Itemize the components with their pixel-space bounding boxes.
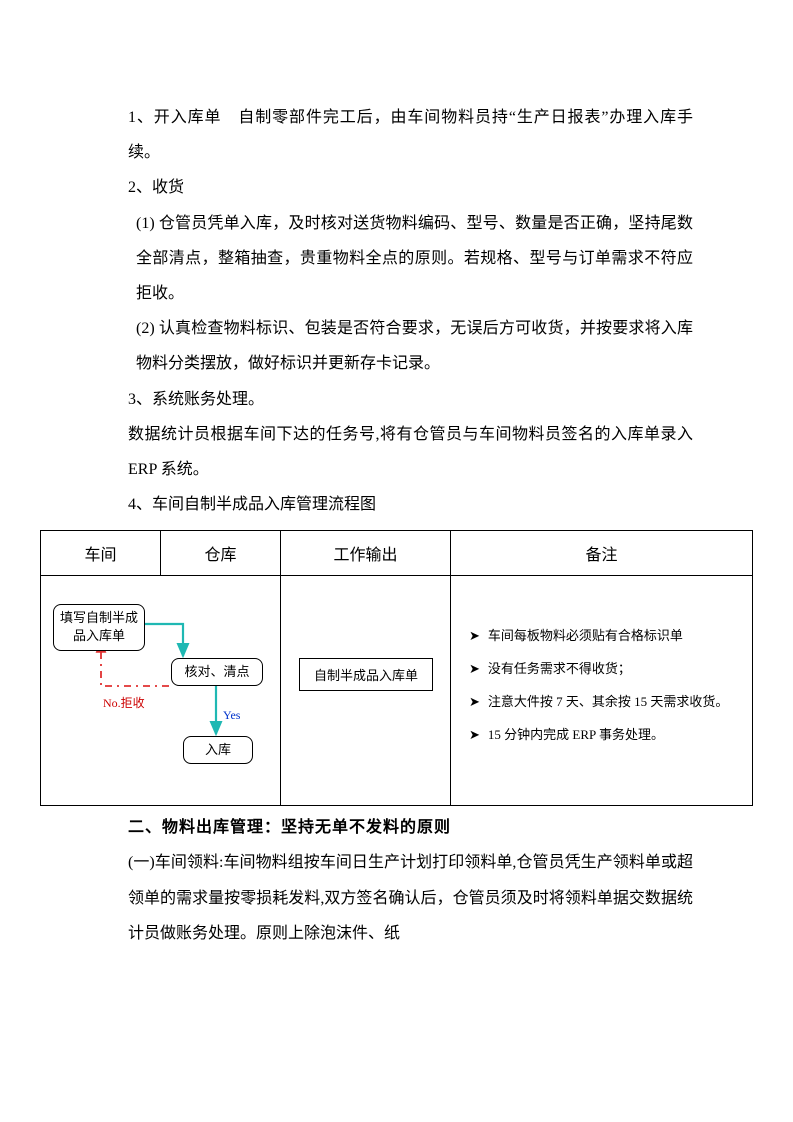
no-label: No.拒收 (103, 694, 145, 711)
note-text-2: 没有任务需求不得收货； (488, 659, 631, 680)
section-2-title: 二、物料出库管理：坚持无单不发料的原则 (128, 810, 693, 845)
note-item-2: ➤ 没有任务需求不得收货； (469, 659, 740, 680)
note-text-3: 注意大件按 7 天、其余按 15 天需求收货。 (488, 692, 729, 713)
note-item-3: ➤ 注意大件按 7 天、其余按 15 天需求收货。 (469, 692, 740, 713)
table-header-workshop: 车间 (41, 531, 161, 576)
note-item-1: ➤ 车间每板物料必须贴有合格标识单 (469, 626, 740, 647)
bullet-arrow-icon: ➤ (469, 725, 480, 746)
flow-box-fill-form: 填写自制半成品入库单 (53, 604, 145, 650)
output-box-label: 自制半成品入库单 (314, 665, 418, 684)
table-header-notes: 备注 (451, 531, 753, 576)
flow-box-fill-form-label: 填写自制半成品入库单 (60, 609, 138, 645)
bullet-arrow-icon: ➤ (469, 659, 480, 680)
paragraph-4: 4、车间自制半成品入库管理流程图 (128, 487, 693, 522)
paragraph-2-1: (1) 仓管员凭单入库，及时核对送货物料编码、型号、数量是否正确，坚持尾数全部清… (128, 206, 693, 312)
paragraph-2-2: (2) 认真检查物料标识、包装是否符合要求，无误后方可收货，并按要求将入库物料分… (128, 311, 693, 381)
output-box: 自制半成品入库单 (299, 658, 433, 691)
yes-label: Yes (223, 708, 240, 723)
bullet-arrow-icon: ➤ (469, 626, 480, 647)
section-2-body: (一)车间领料:车间物料组按车间日生产计划打印领料单,仓管员凭生产领料单或超领单… (128, 845, 693, 951)
flowchart-table: 车间 仓库 工作输出 备注 (40, 530, 753, 806)
paragraph-2: 2、收货 (128, 170, 693, 205)
table-header-warehouse: 仓库 (161, 531, 281, 576)
paragraph-3: 3、系统账务处理。 (128, 382, 693, 417)
flow-box-instock: 入库 (183, 736, 253, 764)
paragraph-3-1: 数据统计员根据车间下达的任务号,将有仓管员与车间物料员签名的入库单录入ERP 系… (128, 417, 693, 487)
flow-box-check: 核对、清点 (171, 658, 263, 686)
flow-box-check-label: 核对、清点 (184, 663, 249, 681)
bullet-arrow-icon: ➤ (469, 692, 480, 713)
paragraph-1: 1、开入库单 自制零部件完工后，由车间物料员持“生产日报表”办理入库手续。 (128, 100, 693, 170)
note-text-4: 15 分钟内完成 ERP 事务处理。 (488, 725, 664, 746)
note-item-4: ➤ 15 分钟内完成 ERP 事务处理。 (469, 725, 740, 746)
note-text-1: 车间每板物料必须贴有合格标识单 (488, 626, 683, 647)
flow-box-instock-label: 入库 (205, 741, 231, 759)
table-header-output: 工作输出 (281, 531, 451, 576)
